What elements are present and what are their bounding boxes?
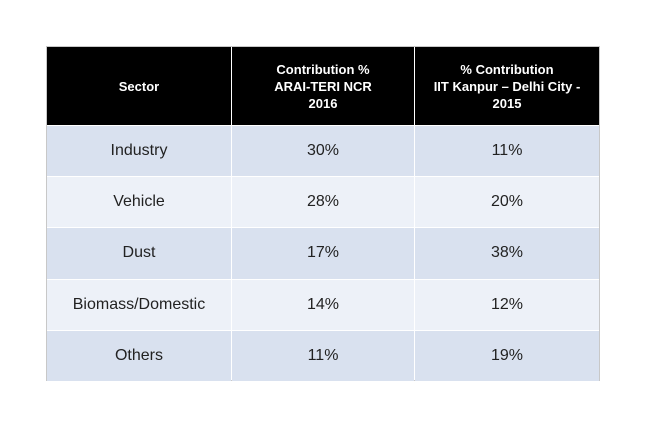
table-cell: Vehicle [47, 177, 231, 228]
table-cell: 20% [415, 177, 599, 228]
table-cell: 17% [232, 228, 414, 279]
header-text: ARAI-TERI NCR [274, 78, 372, 94]
table-cell: 11% [232, 330, 414, 381]
header-text: 2015 [492, 95, 522, 111]
table-cell: Dust [47, 228, 231, 279]
table-cell: 14% [232, 279, 414, 330]
table-cell: Others [47, 330, 231, 381]
header-cell: Sector [47, 47, 231, 125]
header-text: Sector [118, 78, 160, 94]
table-cell: 19% [415, 330, 599, 381]
header-text: Contribution % [276, 61, 370, 77]
table-cell: Industry [47, 126, 231, 177]
table-cell: Biomass/Domestic [47, 279, 231, 330]
table-cell: 38% [415, 228, 599, 279]
table-cell: 11% [415, 126, 599, 177]
table: Sector Contribution % ARAI-TERI NCR 2016% C… [46, 46, 600, 381]
header-text: 2016 [308, 95, 338, 111]
table-cell: 30% [232, 126, 414, 177]
table-cell: 12% [415, 279, 599, 330]
header-text: % Contribution [460, 61, 554, 77]
header-cell: % Contribution IIT Kanpur – Delhi City -2… [415, 47, 599, 125]
header-text: IIT Kanpur – Delhi City - [433, 78, 581, 94]
header-cell: Contribution % ARAI-TERI NCR 2016 [232, 47, 414, 125]
table-cell: 28% [232, 177, 414, 228]
